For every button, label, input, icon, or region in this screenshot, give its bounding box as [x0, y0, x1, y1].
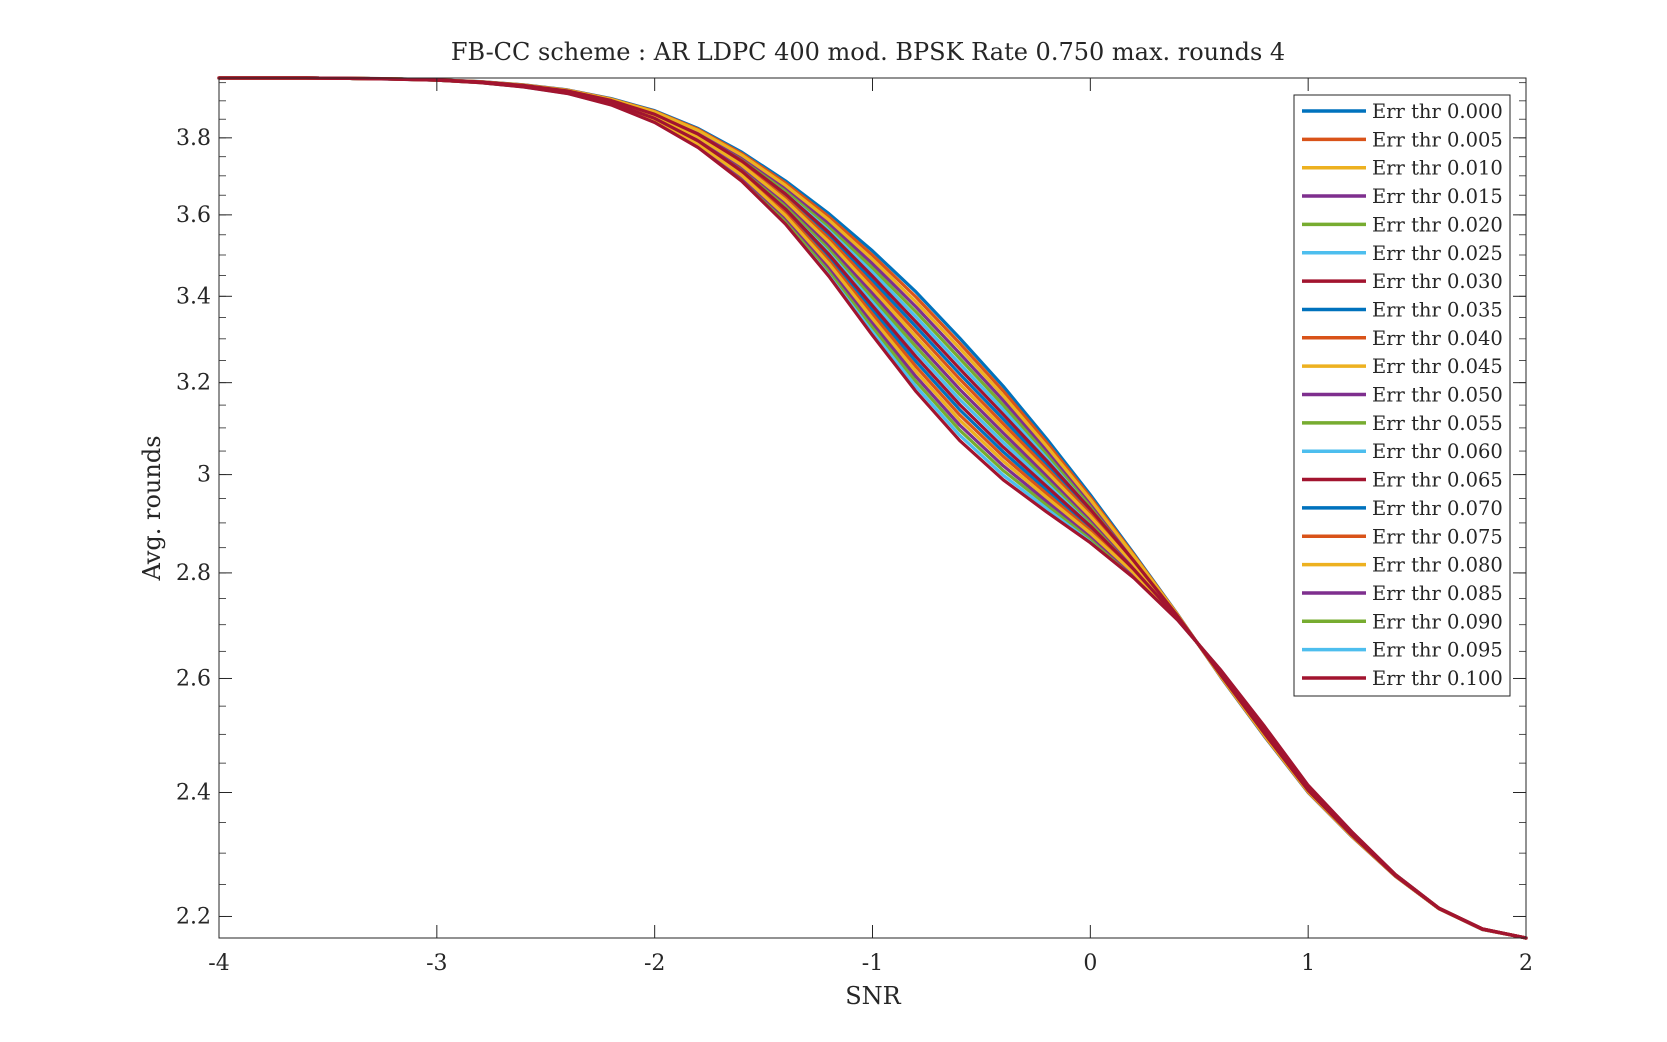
- legend-label: Err thr 0.015: [1372, 185, 1503, 208]
- y-tick-label: 2.8: [176, 561, 211, 586]
- legend-label: Err thr 0.050: [1372, 384, 1503, 407]
- y-tick-label: 3.4: [176, 284, 211, 309]
- legend-label: Err thr 0.035: [1372, 298, 1503, 321]
- y-tick-label: 3: [197, 463, 211, 488]
- legend-label: Err thr 0.085: [1372, 582, 1503, 605]
- x-tick-label: -2: [644, 951, 665, 976]
- y-tick-label: 3.8: [176, 126, 211, 151]
- legend: Err thr 0.000 Err thr 0.005 Err thr 0.010 E…: [1293, 94, 1511, 697]
- x-tick-label: -3: [426, 951, 447, 976]
- x-tick-label: 1: [1301, 951, 1315, 976]
- x-tick-label: 0: [1083, 951, 1097, 976]
- y-tick-label: 3.2: [176, 371, 211, 396]
- legend-label: Err thr 0.075: [1372, 525, 1503, 548]
- y-tick-label: 2.6: [176, 666, 211, 691]
- legend-label: Err thr 0.025: [1372, 242, 1503, 265]
- legend-label: Err thr 0.080: [1372, 554, 1503, 577]
- x-tick-label: -4: [208, 951, 229, 976]
- legend-label: Err thr 0.060: [1372, 440, 1503, 463]
- legend-label: Err thr 0.030: [1372, 270, 1503, 293]
- legend-label: Err thr 0.020: [1372, 213, 1503, 236]
- legend-label: Err thr 0.090: [1372, 610, 1503, 633]
- legend-label: Err thr 0.040: [1372, 327, 1503, 350]
- y-tick-label: 2.4: [176, 781, 211, 806]
- x-tick-label: -1: [862, 951, 883, 976]
- x-axis-label: SNR: [845, 982, 901, 1010]
- legend-label: Err thr 0.065: [1372, 469, 1503, 492]
- y-tick-label: 2.2: [176, 904, 211, 929]
- legend-label: Err thr 0.000: [1372, 100, 1503, 123]
- legend-label: Err thr 0.005: [1372, 128, 1503, 151]
- legend-label: Err thr 0.055: [1372, 412, 1503, 435]
- legend-label: Err thr 0.095: [1372, 639, 1503, 662]
- x-tick-label: 2: [1519, 951, 1533, 976]
- y-axis-label: Avg. rounds: [138, 435, 166, 581]
- legend-label: Err thr 0.045: [1372, 355, 1503, 378]
- legend-label: Err thr 0.010: [1372, 157, 1503, 180]
- y-tick-label: 3.6: [176, 203, 211, 228]
- axes: -4 -3 -2 -1 0 1 2 2.2 2.4 2.6 2.8 3 3.2 3.4 3.6 3.8: [176, 77, 1533, 976]
- legend-label: Err thr 0.070: [1372, 497, 1503, 520]
- legend-label: Err thr 0.100: [1372, 667, 1503, 690]
- chart-title: FB-CC scheme : AR LDPC 400 mod. BPSK Rat…: [451, 38, 1285, 66]
